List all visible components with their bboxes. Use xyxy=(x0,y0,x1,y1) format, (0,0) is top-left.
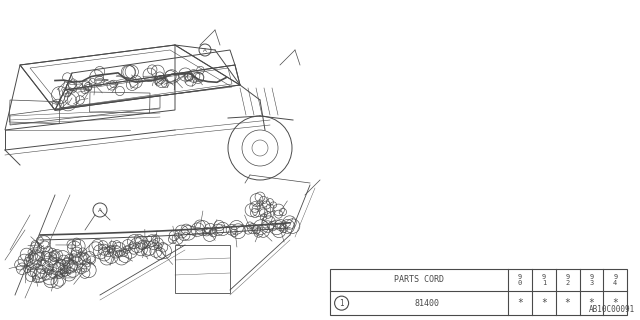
Text: *: * xyxy=(564,298,571,308)
Text: 9
2: 9 2 xyxy=(566,274,570,285)
Text: 9
4: 9 4 xyxy=(613,274,618,285)
Text: 9
3: 9 3 xyxy=(589,274,594,285)
Text: AB10C00091: AB10C00091 xyxy=(589,305,635,314)
Text: 9
1: 9 1 xyxy=(541,274,546,285)
Bar xyxy=(175,245,230,293)
Text: *: * xyxy=(541,298,547,308)
Text: *: * xyxy=(612,298,618,308)
Bar xyxy=(9,100,60,124)
Bar xyxy=(330,269,627,315)
Text: A: A xyxy=(98,207,102,212)
Text: 81400: 81400 xyxy=(414,299,440,308)
Text: *: * xyxy=(589,298,595,308)
Text: 9
0: 9 0 xyxy=(518,274,522,285)
Text: 1: 1 xyxy=(339,299,344,308)
Bar xyxy=(90,92,150,113)
Text: *: * xyxy=(517,298,523,308)
Text: PARTS CORD: PARTS CORD xyxy=(394,276,444,284)
Circle shape xyxy=(335,296,349,310)
Text: A: A xyxy=(203,47,207,52)
